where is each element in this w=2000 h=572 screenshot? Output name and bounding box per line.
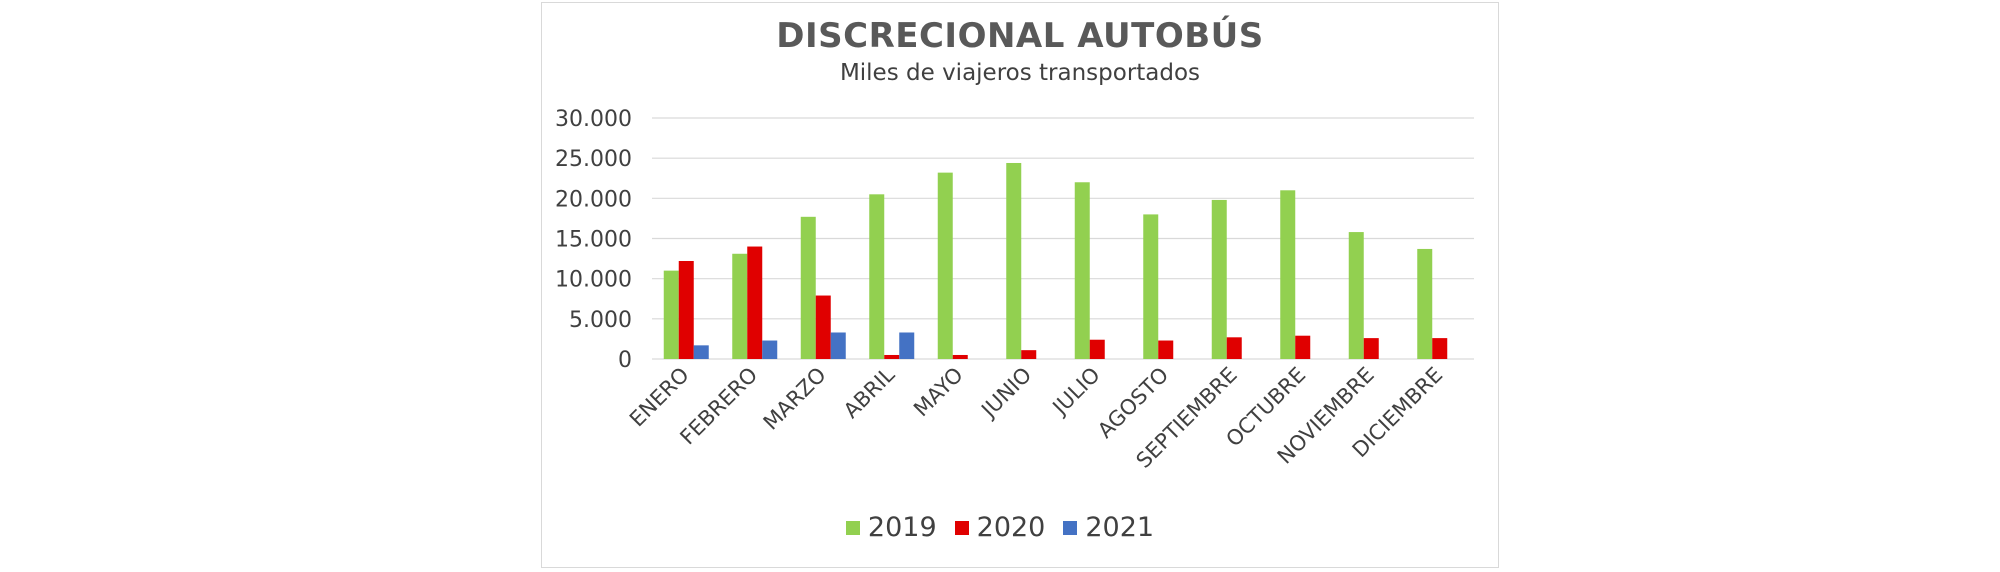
- bar-2020-marzo: [815, 295, 831, 359]
- x-tick-label: MARZO: [759, 363, 831, 435]
- bar-2019-mayo: [937, 172, 953, 359]
- bar-2020-mayo: [952, 354, 968, 359]
- legend-label: 2019: [867, 512, 937, 543]
- legend-label: 2020: [976, 512, 1046, 543]
- y-tick-label: 5.000: [569, 308, 632, 333]
- legend-label: 2021: [1085, 512, 1155, 543]
- y-tick-label: 10.000: [555, 268, 632, 293]
- legend-swatch: [845, 520, 860, 535]
- bar-2019-noviembre: [1348, 232, 1364, 359]
- bar-2019-octubre: [1280, 190, 1296, 359]
- y-tick-label: 30.000: [555, 107, 632, 132]
- chart-subtitle: Miles de viajeros transportados: [839, 60, 1201, 86]
- bar-2019-septiembre: [1211, 199, 1227, 359]
- y-tick-label: 15.000: [555, 228, 632, 253]
- bar-2020-octubre: [1295, 335, 1311, 359]
- bar-2020-agosto: [1158, 340, 1174, 359]
- bar-2019-agosto: [1143, 214, 1159, 359]
- bar-2019-diciembre: [1417, 248, 1433, 359]
- legend-item-2019: 2019: [845, 512, 937, 543]
- bar-2021-enero: [693, 345, 709, 359]
- bar-2019-junio: [1006, 162, 1022, 359]
- bar-2020-julio: [1089, 339, 1105, 359]
- bar-2021-abril: [899, 332, 915, 359]
- bar-2021-marzo: [830, 332, 846, 359]
- x-tick-label: JUNIO: [975, 363, 1036, 424]
- bar-2020-noviembre: [1363, 338, 1379, 359]
- chart-title: DISCRECIONAL AUTOBÚS: [776, 16, 1264, 56]
- x-tick-label: ABRIL: [839, 362, 899, 422]
- legend-item-2021: 2021: [1063, 512, 1154, 543]
- bar-2019-abril: [869, 194, 885, 359]
- bar-2020-junio: [1021, 350, 1037, 359]
- x-tick-label: JULIO: [1047, 363, 1105, 421]
- bar-2020-abril: [884, 354, 900, 359]
- bar-2020-enero: [678, 260, 694, 359]
- chart-legend: 2019 2020 2021: [0, 512, 2000, 543]
- bar-2019-marzo: [800, 216, 816, 359]
- y-tick-label: 20.000: [555, 187, 632, 212]
- bar-2020-diciembre: [1432, 338, 1448, 359]
- bar-2020-septiembre: [1226, 337, 1242, 359]
- bar-2019-enero: [663, 270, 679, 359]
- x-tick-label: MAYO: [909, 363, 968, 422]
- legend-item-2020: 2020: [954, 512, 1046, 543]
- bar-2019-febrero: [732, 253, 748, 359]
- y-tick-label: 25.000: [555, 147, 632, 172]
- legend-swatch: [954, 520, 969, 535]
- x-tick-label: ENERO: [625, 363, 694, 432]
- bar-2020-febrero: [747, 246, 763, 359]
- legend-swatch: [1063, 520, 1078, 535]
- bar-2019-julio: [1074, 182, 1090, 359]
- bar-2021-febrero: [762, 340, 778, 359]
- y-tick-label: 0: [618, 348, 632, 373]
